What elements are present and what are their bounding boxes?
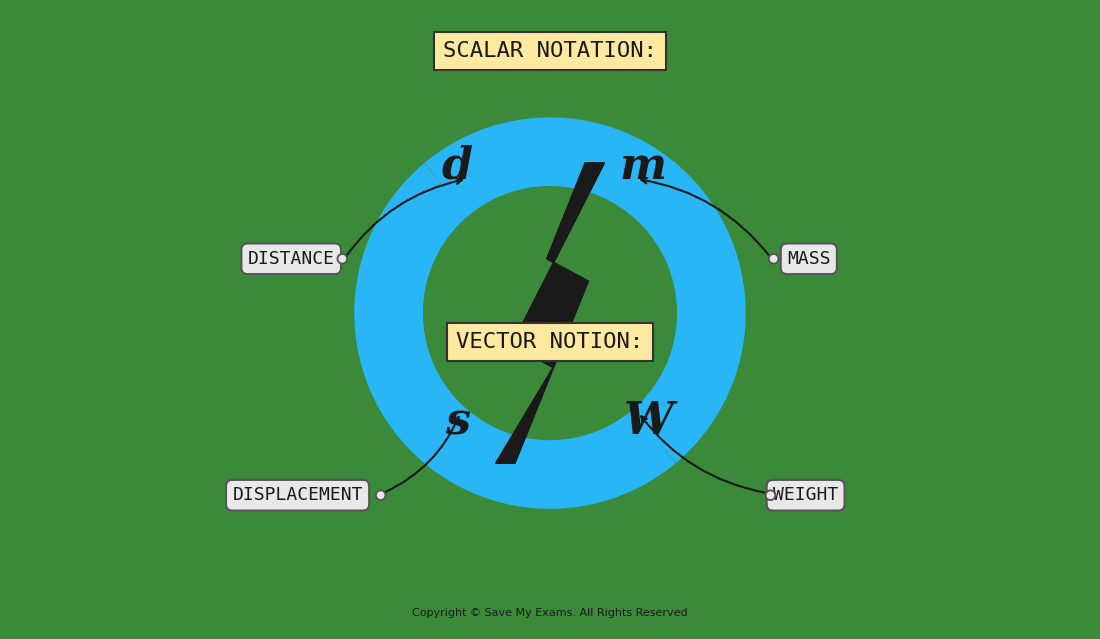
Circle shape (339, 256, 345, 262)
Circle shape (377, 492, 384, 498)
Text: SCALAR NOTATION:: SCALAR NOTATION: (443, 41, 657, 61)
Text: W: W (624, 400, 674, 443)
Text: DISTANCE: DISTANCE (248, 250, 334, 268)
Circle shape (768, 492, 773, 498)
Text: WEIGHT: WEIGHT (773, 486, 838, 504)
Text: VECTOR NOTION:: VECTOR NOTION: (456, 332, 644, 352)
Text: m: m (619, 144, 667, 188)
Text: MASS: MASS (786, 250, 830, 268)
Circle shape (770, 256, 777, 262)
Polygon shape (496, 163, 604, 463)
Text: s: s (444, 400, 470, 443)
Text: d: d (442, 144, 473, 188)
Circle shape (375, 490, 386, 500)
Polygon shape (496, 163, 604, 463)
Circle shape (766, 490, 775, 500)
Text: DISPLACEMENT: DISPLACEMENT (232, 486, 363, 504)
Circle shape (769, 254, 779, 264)
Text: Copyright © Save My Exams. All Rights Reserved: Copyright © Save My Exams. All Rights Re… (412, 608, 688, 619)
Circle shape (338, 254, 348, 264)
